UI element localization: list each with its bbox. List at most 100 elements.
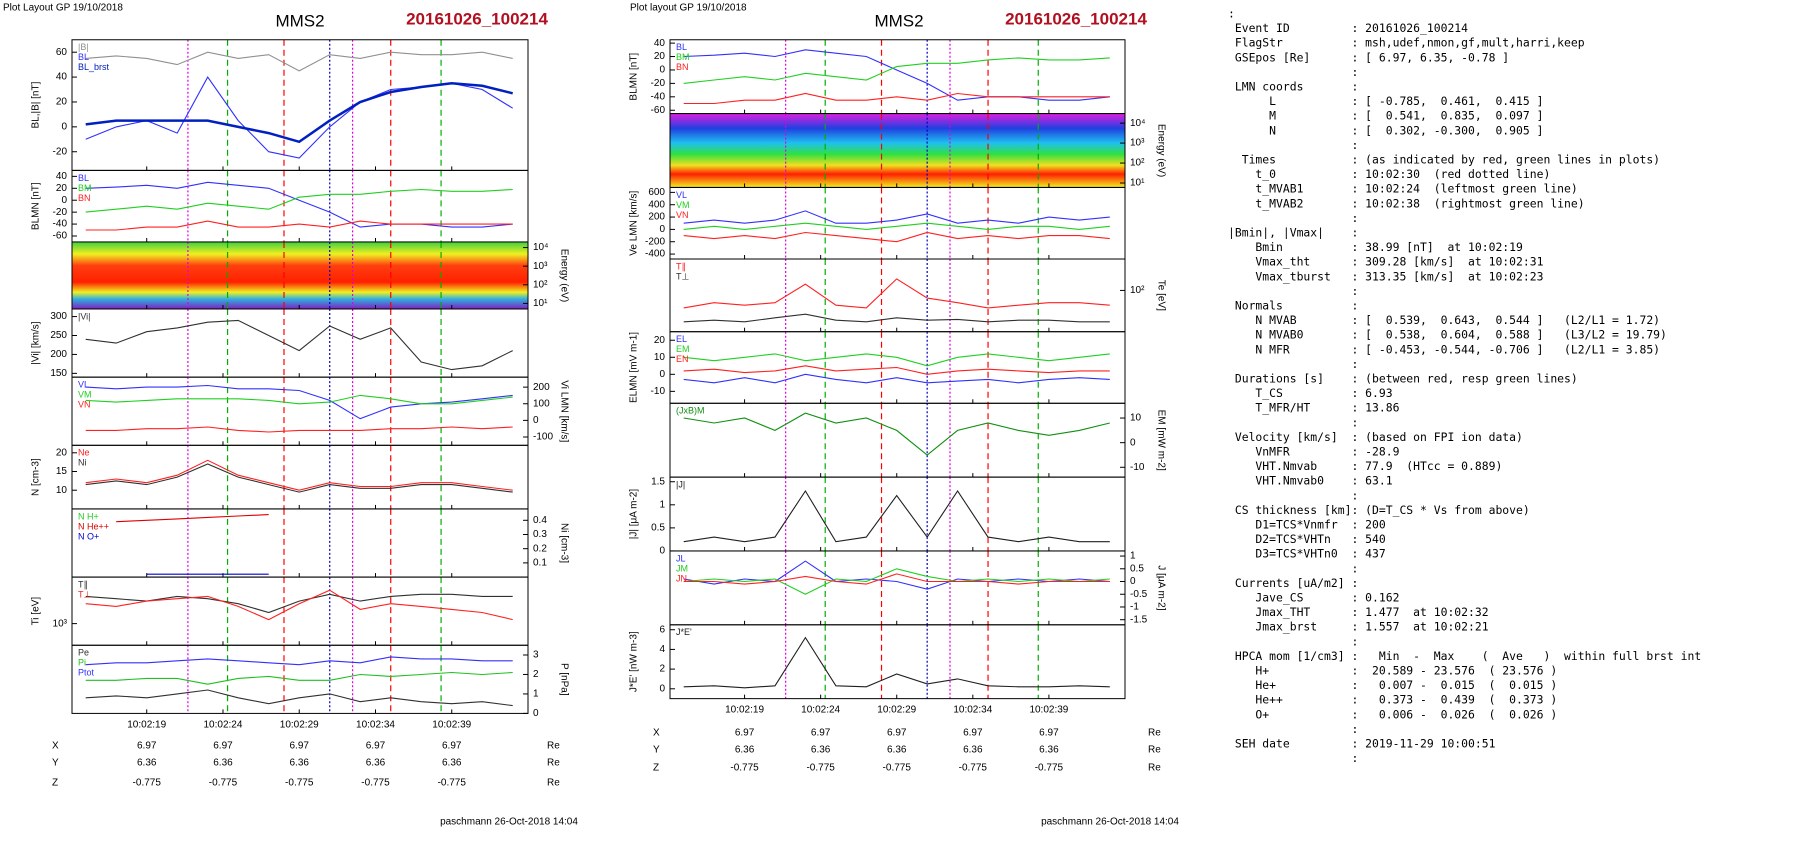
figure-header: Plot Layout GP 19/10/2018: [3, 3, 123, 14]
y-tick-label: 10¹: [533, 298, 548, 309]
row-unit: Re: [547, 778, 560, 789]
legend-entry: BL_brst: [78, 62, 110, 72]
row-value: 6.36: [963, 745, 983, 756]
y-tick-label: 10³: [1130, 138, 1145, 149]
y-axis-label: |J| [μA m-2]: [629, 489, 640, 540]
y-tick-label: 1: [659, 499, 665, 510]
y-tick-label: 250: [50, 330, 67, 341]
info-line: :: [1228, 357, 1358, 371]
series-line: [85, 319, 513, 371]
spectrogram: [670, 113, 1125, 188]
info-line: :: [1228, 722, 1358, 736]
series-line: [85, 51, 513, 72]
row-value: 6.97: [137, 741, 157, 752]
y-tick-label: 20: [56, 447, 68, 458]
y-tick-label: 0.4: [533, 515, 547, 526]
legend-entry: Pe: [78, 648, 89, 658]
y-tick-label: 10⁴: [1130, 118, 1145, 129]
legend-entry: VM: [78, 390, 92, 400]
info-line: Bmin : 38.99 [nT] at 10:02:19: [1228, 240, 1523, 254]
y-axis-label: BLMN [nT]: [31, 182, 42, 230]
y-tick-label: -20: [651, 78, 666, 89]
legend-entry: VL: [78, 380, 89, 390]
y-axis-label: Te [eV]: [1155, 280, 1166, 311]
series-line: [85, 76, 513, 159]
panel-frame: [71, 169, 529, 243]
y-axis-label: ELMN [mV m-1]: [629, 332, 640, 403]
series-line: [85, 589, 513, 621]
info-line: N MFR : [ -0.453, -0.544, -0.706 ] (L2/L…: [1228, 342, 1660, 356]
row-value: 6.97: [290, 741, 310, 752]
row-value: 6.97: [366, 741, 386, 752]
y-tick-label: 10⁴: [533, 242, 548, 253]
row-label: Y: [52, 758, 59, 769]
y-axis-label: J*E' [nW m-3]: [629, 631, 640, 692]
legend-entry: BM: [676, 52, 690, 62]
y-tick-label: -40: [53, 219, 68, 230]
y-tick-label: 1.5: [651, 476, 665, 487]
y-tick-label: 20: [56, 97, 68, 108]
panel-frame: [71, 308, 529, 378]
y-tick-label: -100: [533, 432, 553, 443]
legend-entry: EN: [676, 354, 689, 364]
info-line: O+ : 0.006 - 0.026 ( 0.026 ): [1228, 707, 1557, 721]
series-line: [683, 568, 1110, 595]
row-label: Z: [52, 778, 58, 789]
panel-frame: [71, 39, 529, 171]
series-line: [683, 210, 1110, 224]
row-value: 6.97: [811, 728, 831, 739]
info-line: D1=TCS*Vnmfr : 200: [1228, 518, 1386, 532]
legend-entry: BM: [78, 183, 92, 193]
panel-frame: [669, 402, 1126, 478]
info-line: Jave_CS : 0.162: [1228, 591, 1399, 605]
y-tick-label: 60: [56, 47, 68, 58]
info-line: :: [1228, 488, 1358, 502]
y-tick-label: 10²: [1130, 285, 1145, 296]
info-line: Normals :: [1228, 299, 1358, 313]
y-tick-label: 4: [659, 644, 665, 655]
row-value: 6.36: [811, 745, 831, 756]
x-tick-label: 10:02:39: [432, 720, 471, 731]
info-line: He++ : 0.373 - 0.439 ( 0.373 ): [1228, 693, 1557, 707]
row-value: -0.775: [806, 763, 835, 774]
row-value: 6.36: [290, 758, 310, 769]
series-line: [683, 373, 1110, 384]
y-tick-label: -1: [1130, 602, 1139, 613]
row-value: 6.36: [366, 758, 386, 769]
y-tick-label: 0.5: [651, 523, 665, 534]
x-tick-label: 10:02:19: [127, 720, 166, 731]
y-tick-label: -40: [651, 91, 666, 102]
x-tick-label: 10:02:29: [280, 720, 319, 731]
row-value: -0.775: [959, 763, 988, 774]
row-value: -0.775: [1035, 763, 1064, 774]
info-line: :: [1228, 65, 1358, 79]
series-line: [85, 593, 513, 614]
row-value: 6.36: [213, 758, 233, 769]
y-tick-label: 0: [659, 546, 665, 557]
legend-entry: Ptot: [78, 668, 95, 678]
y-tick-label: 100: [533, 398, 550, 409]
y-tick-label: 15: [56, 466, 68, 477]
legend-entry: Ni: [78, 458, 87, 468]
info-line: SEH date : 2019-11-29 10:00:51: [1228, 737, 1496, 751]
series-line: [85, 689, 513, 707]
row-value: 6.97: [1039, 728, 1059, 739]
info-line: T_MFR/HT : 13.86: [1228, 401, 1400, 415]
spacecraft: MMS2: [874, 11, 923, 30]
y-tick-label: 6: [659, 624, 665, 635]
info-line: N : [ 0.302, -0.300, 0.905 ]: [1228, 123, 1543, 137]
legend-entry: T∥: [78, 579, 88, 589]
spacecraft: MMS2: [275, 11, 324, 30]
figure-header: Plot layout GP 19/10/2018: [630, 3, 747, 14]
y-tick-label: 0: [533, 708, 539, 719]
event-id: 20161026_100214: [406, 9, 548, 28]
row-value: -0.775: [285, 778, 314, 789]
legend-entry: BL: [78, 173, 89, 183]
series-line: [683, 636, 1110, 689]
series-line: [85, 181, 513, 228]
row-value: 6.36: [442, 758, 462, 769]
y-tick-label: 10¹: [1130, 178, 1145, 189]
info-line: D2=TCS*VHTn : 540: [1228, 532, 1386, 546]
series-line: [683, 57, 1110, 84]
row-label: Y: [653, 745, 660, 756]
